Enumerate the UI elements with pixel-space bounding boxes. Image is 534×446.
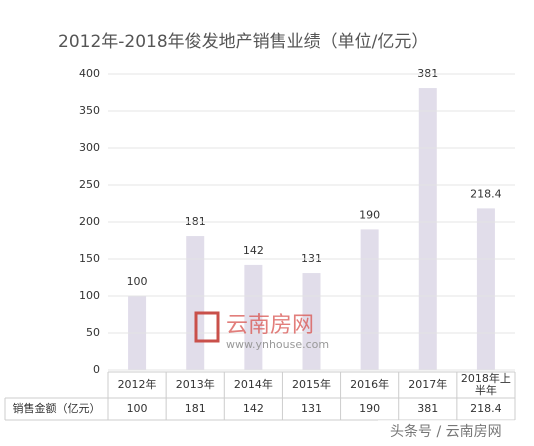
bar [476, 208, 495, 370]
table-value: 100 [126, 402, 148, 415]
data-label: 218.4 [470, 187, 502, 200]
data-label: 142 [243, 244, 264, 257]
credit-bg [378, 420, 534, 446]
x-tick-label: 2018年上半年 [460, 372, 511, 397]
table-value: 131 [300, 402, 322, 415]
y-tick-label: 300 [79, 141, 100, 154]
data-label: 100 [127, 275, 148, 288]
credit: 头条号 / 云南房网 [390, 423, 502, 440]
x-tick-label: 2017年 [408, 378, 448, 391]
x-tick-label: 2013年 [175, 378, 215, 391]
data-label: 190 [359, 208, 380, 221]
bar [244, 264, 263, 370]
watermark-url: www.ynhouse.com [226, 338, 329, 351]
bar [360, 229, 379, 370]
watermark: 云南房网 [226, 313, 314, 338]
y-tick-label: 100 [79, 289, 100, 302]
table-value: 381 [417, 402, 439, 415]
table-value: 190 [359, 402, 381, 415]
x-tick-label: 2014年 [233, 378, 273, 391]
table-value: 218.4 [470, 402, 502, 415]
row-label: 销售金额（亿元） [12, 402, 101, 415]
table-value: 142 [242, 402, 264, 415]
y-tick-label: 400 [79, 67, 100, 80]
y-tick-label: 0 [93, 363, 100, 376]
bar [302, 273, 321, 370]
table-value: 181 [184, 402, 206, 415]
y-tick-label: 150 [79, 252, 100, 265]
bar [418, 88, 437, 370]
y-tick-label: 350 [79, 104, 100, 117]
y-tick-label: 50 [86, 326, 100, 339]
y-tick-label: 250 [79, 178, 100, 191]
chart-title: 2012年-2018年俊发地产销售业绩（单位/亿元） [58, 32, 428, 52]
bar [186, 236, 205, 370]
x-tick-label: 2012年 [117, 378, 157, 391]
x-tick-label: 2015年 [291, 378, 331, 391]
x-tick-label: 2016年 [350, 378, 390, 391]
watermark-logo [194, 311, 220, 343]
y-tick-label: 200 [79, 215, 100, 228]
